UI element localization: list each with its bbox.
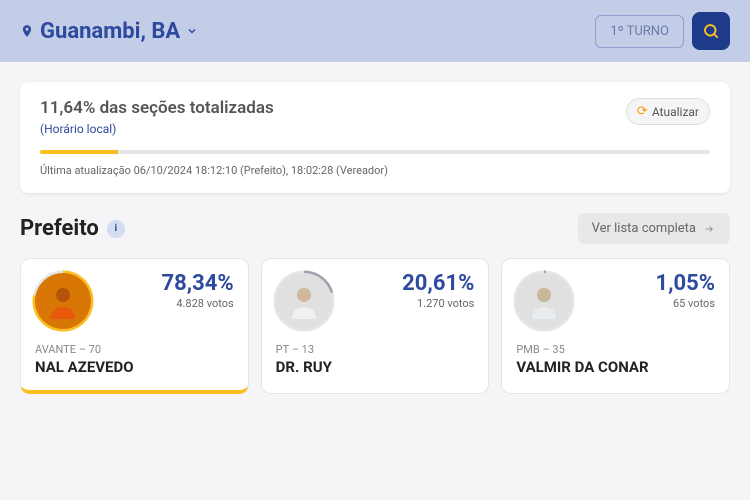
search-icon [702, 22, 720, 40]
person-icon [524, 281, 564, 321]
refresh-button[interactable]: ⟳ Atualizar [626, 98, 710, 125]
refresh-icon: ⟳ [637, 104, 648, 119]
candidate-name: DR. RUY [276, 358, 475, 376]
location-name: Guanambi, BA [40, 19, 180, 44]
section-title: Prefeito [20, 216, 99, 241]
progress-fill [40, 150, 118, 154]
progress-title: 11,64% das seções totalizadas [40, 98, 274, 118]
person-icon [43, 281, 83, 321]
round-button[interactable]: 1º TURNO [595, 15, 684, 48]
main-content: 11,64% das seções totalizadas (Horário l… [0, 62, 750, 414]
candidates-list: 78,34% 4.828 votos AVANTE – 70 NAL AZEVE… [20, 258, 730, 394]
candidate-percent: 78,34% [162, 273, 234, 295]
progress-bar [40, 150, 710, 154]
progress-update-text: Última atualização 06/10/2024 18:12:10 (… [40, 164, 710, 177]
candidate-card[interactable]: 78,34% 4.828 votos AVANTE – 70 NAL AZEVE… [20, 258, 249, 394]
person-icon [284, 281, 324, 321]
progress-subtitle: (Horário local) [40, 122, 274, 136]
candidate-party: AVANTE – 70 [35, 343, 234, 356]
avatar-wrap [35, 273, 91, 329]
full-list-button[interactable]: Ver lista completa [578, 213, 730, 244]
candidate-name: NAL AZEVEDO [35, 358, 234, 376]
avatar [516, 273, 572, 329]
candidate-percent: 20,61% [402, 273, 474, 295]
arrow-right-icon [702, 224, 716, 234]
avatar-wrap [516, 273, 572, 329]
info-icon[interactable]: i [107, 220, 125, 238]
header-actions: 1º TURNO [595, 12, 730, 50]
candidate-party: PMB – 35 [516, 343, 715, 356]
location-pin-icon [20, 24, 34, 38]
full-list-label: Ver lista completa [592, 221, 696, 236]
candidate-percent: 1,05% [655, 273, 715, 295]
progress-card: 11,64% das seções totalizadas (Horário l… [20, 82, 730, 193]
candidate-party: PT – 13 [276, 343, 475, 356]
candidate-name: VALMIR DA CONAR [516, 358, 715, 376]
candidate-votes: 1.270 votos [402, 297, 474, 310]
candidate-card[interactable]: 20,61% 1.270 votos PT – 13 DR. RUY [261, 258, 490, 394]
location-selector[interactable]: Guanambi, BA [20, 19, 198, 44]
candidate-votes: 65 votos [655, 297, 715, 310]
candidate-card[interactable]: 1,05% 65 votos PMB – 35 VALMIR DA CONAR [501, 258, 730, 394]
refresh-label: Atualizar [652, 105, 699, 119]
avatar [35, 273, 91, 329]
section-header: Prefeito i Ver lista completa [20, 213, 730, 244]
candidate-votes: 4.828 votos [162, 297, 234, 310]
header: Guanambi, BA 1º TURNO [0, 0, 750, 62]
avatar-wrap [276, 273, 332, 329]
search-button[interactable] [692, 12, 730, 50]
avatar [276, 273, 332, 329]
chevron-down-icon [186, 25, 198, 37]
